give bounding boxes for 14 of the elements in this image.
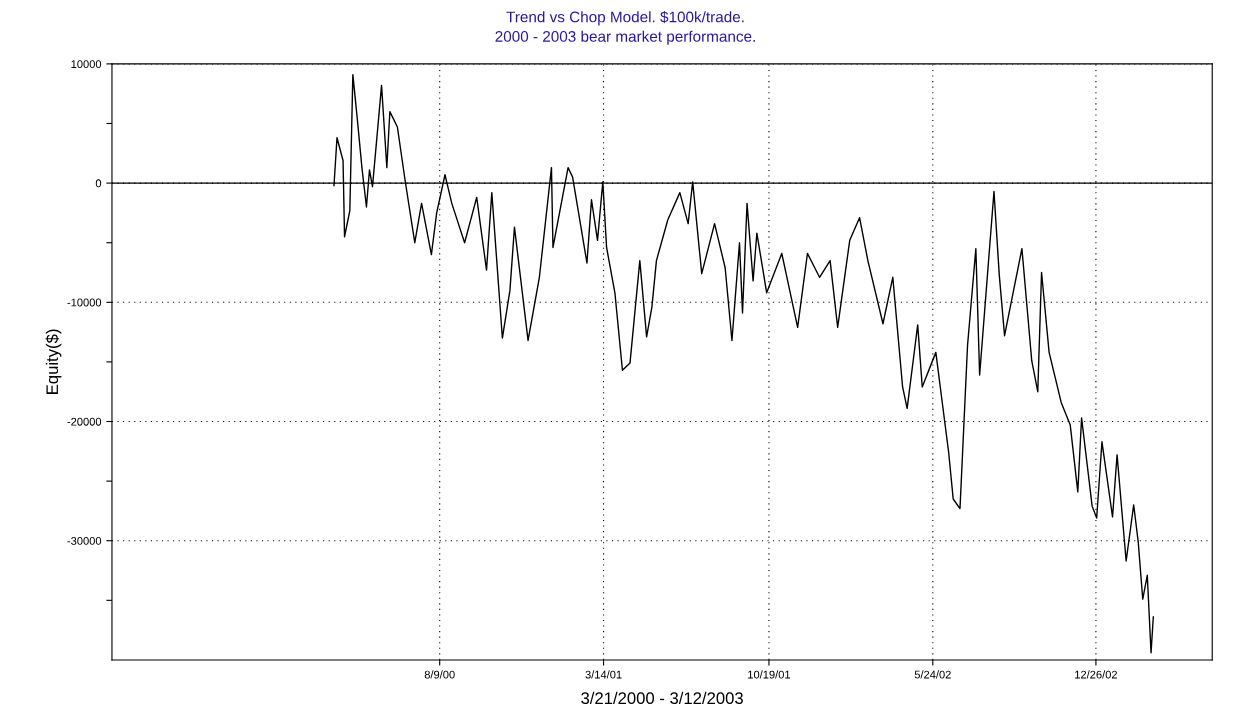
y-tick-label: -20000	[67, 417, 102, 426]
y-tick-label: 10000	[71, 60, 102, 69]
y-tick-label: -10000	[67, 298, 102, 307]
x-tick-label: 5/24/02	[914, 670, 951, 679]
x-tick-label: 10/19/01	[748, 670, 791, 679]
chart-title: Trend vs Chop Model. $100k/trade.	[506, 10, 744, 26]
chart-subtitle: 2000 - 2003 bear market performance.	[495, 30, 755, 45]
x-tick-label: 3/14/01	[585, 670, 622, 679]
y-axis-title: Equity($)	[45, 329, 62, 394]
y-tick-label: -30000	[67, 536, 102, 545]
x-tick-label: 12/26/02	[1075, 670, 1117, 679]
x-tick-label: 8/9/00	[424, 670, 455, 679]
y-tick-label: 0	[95, 179, 102, 188]
x-axis-title: 3/21/2000 - 3/12/2003	[581, 691, 743, 705]
